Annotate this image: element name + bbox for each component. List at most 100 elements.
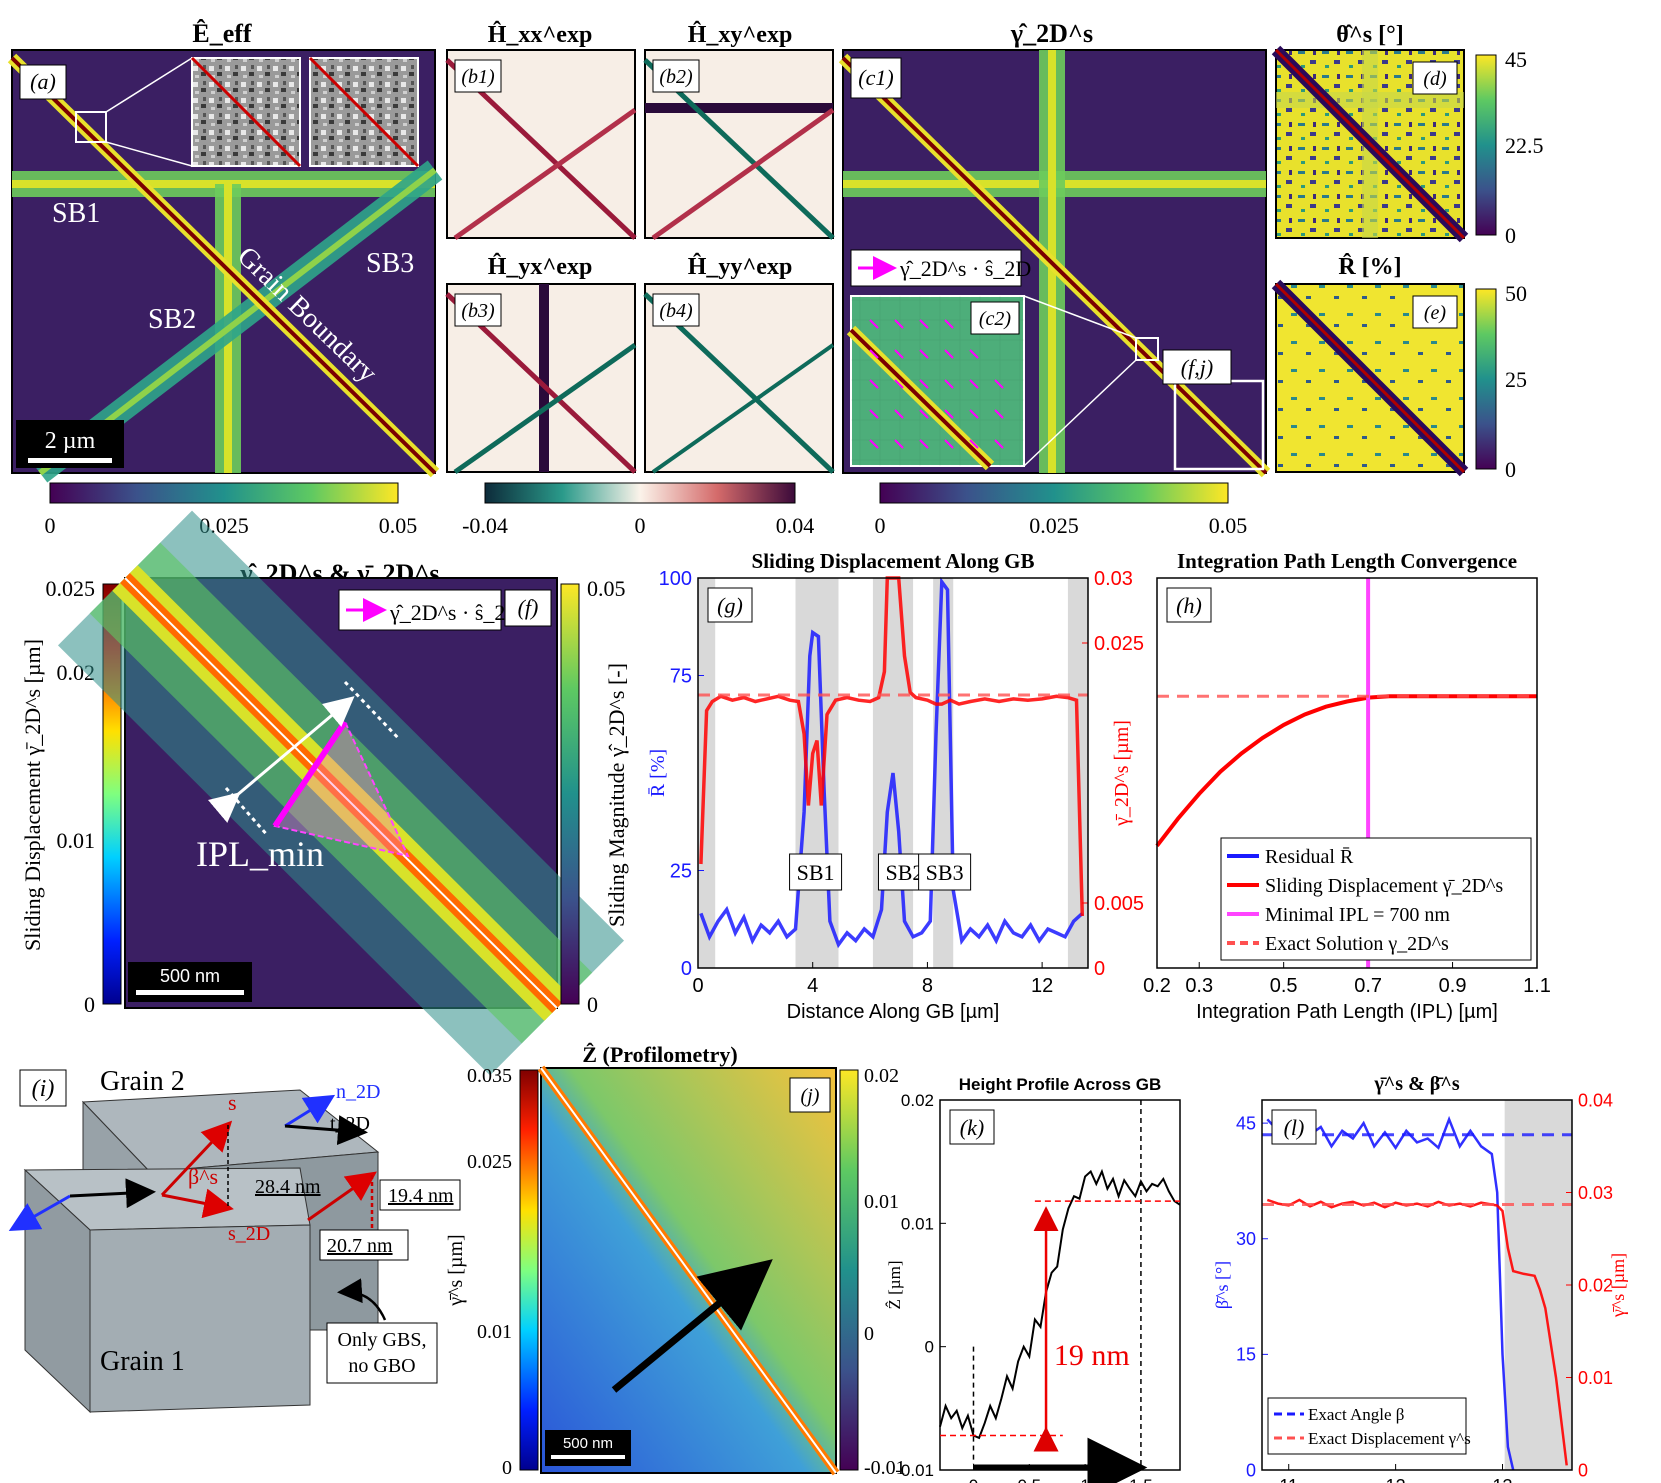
box-f-j-label: (f,j) — [1181, 355, 1213, 380]
y2-tick-label: 0.04 — [1578, 1090, 1613, 1110]
cbar-b-tick: -0.04 — [462, 513, 508, 538]
j-left-axis-label: γ̄^s [µm] — [445, 1234, 467, 1306]
panel-j-label: (j) — [801, 1085, 820, 1107]
legend-box — [1220, 837, 1532, 961]
j-left-tick: 0 — [502, 1457, 512, 1479]
panel-j-title: Ẑ (Profilometry) — [582, 1042, 737, 1067]
panel-e-title: R̂ [%] — [1338, 253, 1401, 280]
ipl-min-label: IPL_min — [196, 834, 324, 874]
scalebar-j: 500 nm — [563, 1435, 613, 1452]
cbar-d-tick: 22.5 — [1505, 133, 1544, 158]
y-tick-label: 25 — [670, 861, 692, 883]
panel-a-label: (a) — [30, 69, 56, 94]
dim-19-4: 19.4 nm — [388, 1185, 454, 1207]
f-left-axis-label: Sliding Displacement γ̄_2D^s [µm] — [20, 639, 45, 951]
y2-tick-label: 0.025 — [1094, 633, 1144, 655]
j-left-tick: 0.025 — [467, 1151, 512, 1173]
panel-label: (k) — [960, 1115, 984, 1140]
x-tick-label: 13 — [1493, 1476, 1513, 1483]
sb1-label: SB1 — [52, 198, 100, 229]
y2-axis-label: γ̄_2D^s [µm] — [1111, 720, 1133, 827]
f-left-tick: 0.025 — [46, 576, 96, 601]
series-line-Residual R̄ — [699, 576, 1084, 949]
shaded-region — [698, 578, 716, 968]
y-axis-label: β̄^s [°] — [1212, 1261, 1232, 1309]
chart-title: Integration Path Length Convergence — [1177, 549, 1517, 573]
panel-b: Ĥ_xx^exp Ĥ_xy^exp Ĥ_yx^exp Ĥ_yy^exp (b1)… — [445, 21, 835, 475]
plot-frame — [1156, 577, 1538, 969]
legend-label: Sliding Displacement γ̄_2D^s — [1265, 875, 1503, 897]
x-tick-label: 0.2 — [1143, 975, 1171, 997]
j-right-tick: 0.01 — [864, 1191, 899, 1213]
x-tick-label: 0.9 — [1439, 975, 1467, 997]
panel-label: (h) — [1176, 593, 1202, 618]
y-tick-label: 100 — [659, 568, 692, 590]
x-tick-label: 1.5 — [1129, 1476, 1153, 1483]
x-axis-label: Integration Path Length (IPL) [µm] — [1196, 1001, 1498, 1023]
colorbar-c: 0 0.025 0.05 — [875, 482, 1247, 538]
beta-label: β^s — [188, 1164, 218, 1189]
y-tick-label: 0 — [681, 958, 692, 980]
panel-label: (g) — [717, 593, 743, 618]
sb-annotation-box — [789, 853, 843, 891]
cbar-a-tick: 0 — [45, 513, 56, 538]
y-tick-label: 30 — [1236, 1229, 1256, 1249]
panel-f: γ̂_2D^s & γ̄_2D^s 0.025 0.02 0.01 0 Slid… — [20, 510, 629, 1076]
panel-b2-label: (b2) — [659, 66, 693, 88]
sb-annotation-box — [918, 853, 972, 891]
panel-b1-title: Ĥ_xx^exp — [488, 21, 593, 48]
legend-label: Residual R̄ — [1265, 846, 1354, 868]
y-tick-label: 75 — [670, 666, 692, 688]
sb-annotation: SB3 — [926, 860, 964, 885]
chart-l: γ̄^s & β̄^s111213Distance Along GB [µm]0… — [1212, 1073, 1628, 1483]
legend-label: Exact Solution γ_2D^s — [1265, 933, 1449, 955]
j-right-tick: 0.02 — [864, 1065, 899, 1087]
cbar-e-tick: 50 — [1505, 281, 1527, 306]
sb-annotation: SB1 — [797, 860, 835, 885]
x-tick-label: 0 — [692, 975, 703, 997]
y2-tick-label: 0 — [1094, 958, 1105, 980]
chart-title: Height Profile Across GB — [959, 1075, 1161, 1094]
j-right-tick: 0 — [864, 1323, 874, 1345]
panel-c-title: γ̂_2D^s — [1010, 19, 1093, 48]
x-tick-label: 0.5 — [1270, 975, 1298, 997]
sb2-label: SB2 — [148, 304, 196, 335]
panel-b4-title: Ĥ_yy^exp — [688, 253, 793, 280]
y2-axis-label: γ̄^s [µm] — [1608, 1253, 1628, 1318]
y2-tick-label: 0.02 — [1578, 1275, 1613, 1295]
y-tick-label: -0.01 — [895, 1461, 934, 1480]
x-axis-label: Distance Along GB [µm] — [787, 1001, 1000, 1023]
panel-label: (l) — [1284, 1115, 1305, 1140]
x-tick-label: 11 — [1279, 1476, 1298, 1483]
cbar-c-tick: 0.025 — [1029, 513, 1079, 538]
x-tick-label: 0.3 — [1185, 975, 1213, 997]
y2-tick-label: 0.03 — [1578, 1183, 1613, 1203]
f-left-tick: 0 — [84, 992, 95, 1017]
panel-a-title: Ê_eff — [192, 19, 252, 48]
dim-28-4: 28.4 nm — [255, 1176, 321, 1198]
y-tick-label: 0.01 — [901, 1214, 934, 1233]
y-tick-label: 0.02 — [901, 1091, 934, 1110]
j-left-tick: 0.035 — [467, 1065, 512, 1087]
j-right-tick: -0.01 — [864, 1457, 906, 1479]
note-only-gbs: Only GBS, — [338, 1329, 427, 1351]
grain-2-label: Grain 2 — [100, 1066, 185, 1097]
cbar-e-tick: 0 — [1505, 457, 1516, 482]
y-axis-label: R̄ [%] — [647, 749, 669, 797]
dim-20-7: 20.7 nm — [327, 1235, 393, 1257]
panel-f-label: (f) — [518, 595, 539, 620]
colorbar-a: 0 0.025 0.05 — [45, 482, 417, 538]
y-tick-label: 15 — [1236, 1345, 1256, 1365]
panel-b4-label: (b4) — [659, 300, 693, 322]
panel-b2-title: Ĥ_xy^exp — [688, 21, 793, 48]
colorbar-b: -0.04 0 0.04 — [462, 482, 815, 538]
cbar-b-tick: 0.04 — [776, 513, 815, 538]
panel-d-label: (d) — [1423, 68, 1447, 90]
x-tick-label: 0.5 — [1017, 1476, 1041, 1483]
panel-j: Ẑ (Profilometry) 0.035 0.025 0.01 0 γ̄^s… — [445, 1042, 906, 1479]
chart-title: γ̄^s & β̄^s — [1373, 1073, 1460, 1095]
y-axis-label: Ẑ [µm] — [885, 1261, 904, 1310]
cbar-c-tick: 0 — [875, 513, 886, 538]
x-tick-label: 1.1 — [1523, 975, 1551, 997]
panel-c2-label: (c2) — [979, 308, 1012, 330]
